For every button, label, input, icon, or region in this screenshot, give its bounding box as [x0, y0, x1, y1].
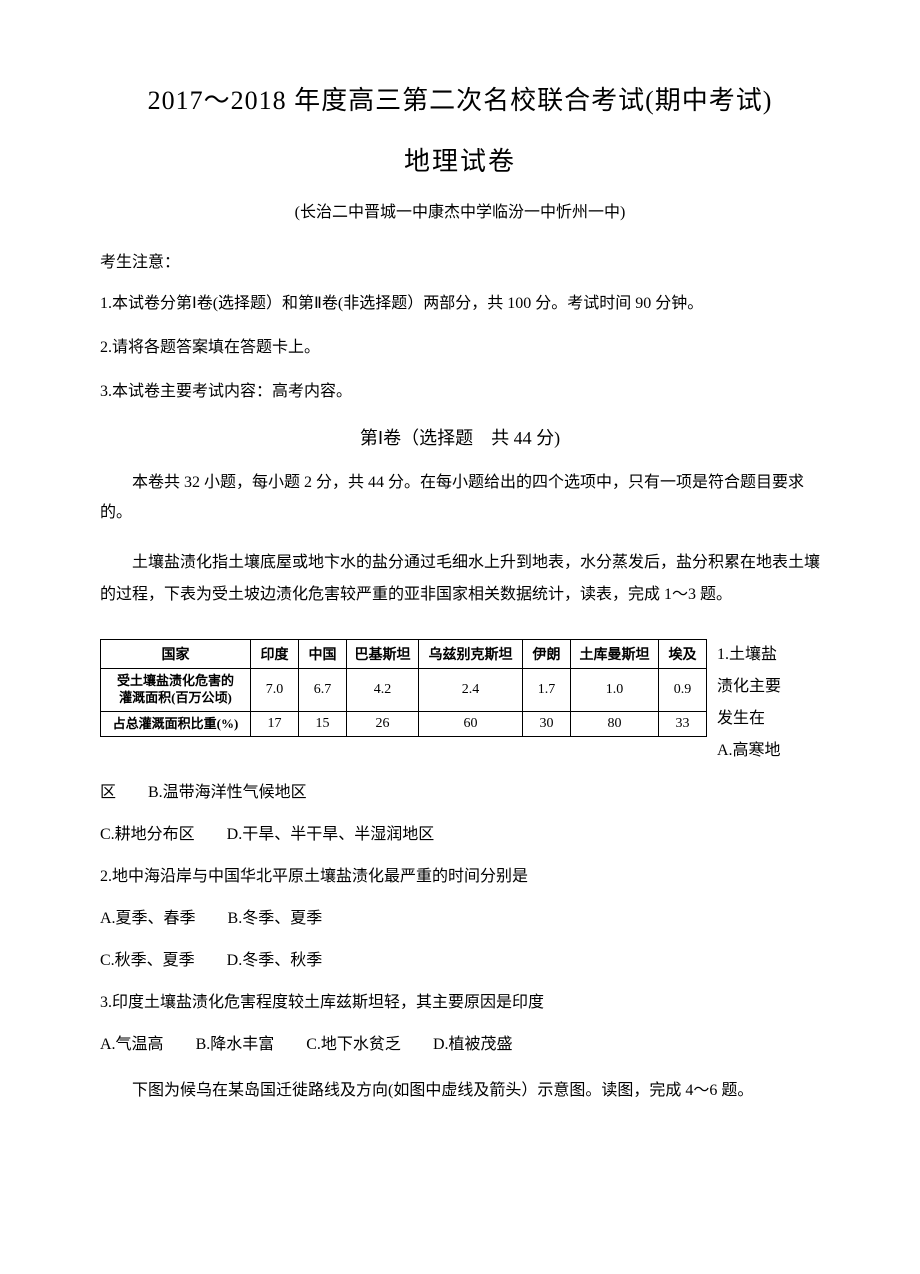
table-header-row: 国家 印度 中国 巴基斯坦 乌兹别克斯坦 伊朗 土库曼斯坦 埃及 [101, 639, 707, 668]
q1-frag-3: 发生在 [717, 703, 820, 735]
col-header-1: 印度 [251, 639, 299, 668]
q3-option-d: D.植被茂盛 [433, 1033, 513, 1057]
passage-2: 下图为候乌在某岛国迁徙路线及方向(如图中虚线及箭头）示意图。读图，完成 4～6 … [100, 1075, 820, 1107]
q1-frag-2: 渍化主要 [717, 671, 820, 703]
q3-option-c: C.地下水贫乏 [306, 1033, 401, 1057]
exam-subtitle: 地理试卷 [100, 141, 820, 178]
col-header-4: 乌兹别克斯坦 [419, 639, 523, 668]
cell: 26 [347, 711, 419, 737]
table-row: 占总灌溉面积比重(%) 17 15 26 60 30 80 33 [101, 711, 707, 737]
schools-line: (长治二中晋城一中康杰中学临汾一中忻州一中) [100, 198, 820, 222]
cell: 1.0 [571, 668, 659, 711]
section-1-header: 第Ⅰ卷（选择题 共 44 分) [100, 424, 820, 450]
notice-line-2: 2.请将各题答案填在答题卡上。 [100, 336, 820, 360]
q3-option-b: B.降水丰富 [196, 1033, 275, 1057]
col-header-6: 土库曼斯坦 [571, 639, 659, 668]
q3-option-a: A.气温高 [100, 1033, 164, 1057]
cell: 17 [251, 711, 299, 737]
salinization-table: 国家 印度 中国 巴基斯坦 乌兹别克斯坦 伊朗 土库曼斯坦 埃及 受土壤盐渍化危… [100, 639, 707, 738]
cell: 6.7 [299, 668, 347, 711]
q1-stem-right: 1.土壤盐 渍化主要 发生在 A.高寒地 [707, 639, 820, 767]
col-header-3: 巴基斯坦 [347, 639, 419, 668]
cell: 0.9 [659, 668, 707, 711]
table-row: 受土壤盐渍化危害的 灌溉面积(百万公顷) 7.0 6.7 4.2 2.4 1.7… [101, 668, 707, 711]
notice-line-1: 1.本试卷分第Ⅰ卷(选择题）和第Ⅱ卷(非选择题）两部分，共 100 分。考试时间… [100, 292, 820, 316]
notice-line-3: 3.本试卷主要考试内容：高考内容。 [100, 380, 820, 404]
q2-options-ab: A.夏季、春季 B.冬季、夏季 [100, 907, 820, 931]
section-1-intro: 本卷共 32 小题，每小题 2 分，共 44 分。在每小题给出的四个选项中，只有… [100, 468, 820, 529]
q3-options: A.气温高 B.降水丰富 C.地下水贫乏 D.植被茂盛 [100, 1033, 820, 1057]
q1-frag-1: 1.土壤盐 [717, 639, 820, 671]
cell: 30 [523, 711, 571, 737]
notice-header: 考生注意： [100, 248, 820, 272]
q1-continuation: 区 B.温带海洋性气候地区 [100, 781, 820, 805]
table-and-q1-wrapper: 国家 印度 中国 巴基斯坦 乌兹别克斯坦 伊朗 土库曼斯坦 埃及 受土壤盐渍化危… [100, 639, 820, 767]
cell: 60 [419, 711, 523, 737]
cell: 2.4 [419, 668, 523, 711]
q1-options-cd: C.耕地分布区 D.干旱、半干旱、半湿润地区 [100, 823, 820, 847]
exam-title: 2017～2018 年度高三第二次名校联合考试(期中考试) [100, 80, 820, 117]
col-header-7: 埃及 [659, 639, 707, 668]
cell: 15 [299, 711, 347, 737]
passage-1: 土壤盐渍化指土壤底屋或地卞水的盐分通过毛细水上升到地表，水分蒸发后，盐分积累在地… [100, 547, 820, 611]
cell: 33 [659, 711, 707, 737]
col-header-5: 伊朗 [523, 639, 571, 668]
row-2-header: 占总灌溉面积比重(%) [101, 711, 251, 737]
q2-stem: 2.地中海沿岸与中国华北平原土壤盐渍化最严重的时间分别是 [100, 865, 820, 889]
q1-frag-4: A.高寒地 [717, 735, 820, 767]
cell: 7.0 [251, 668, 299, 711]
q3-stem: 3.印度土壤盐渍化危害程度较土库兹斯坦轻，其主要原因是印度 [100, 991, 820, 1015]
cell: 4.2 [347, 668, 419, 711]
cell: 80 [571, 711, 659, 737]
row-1-header: 受土壤盐渍化危害的 灌溉面积(百万公顷) [101, 668, 251, 711]
col-header-2: 中国 [299, 639, 347, 668]
q2-options-cd: C.秋季、夏季 D.冬季、秋季 [100, 949, 820, 973]
cell: 1.7 [523, 668, 571, 711]
col-header-country: 国家 [101, 639, 251, 668]
